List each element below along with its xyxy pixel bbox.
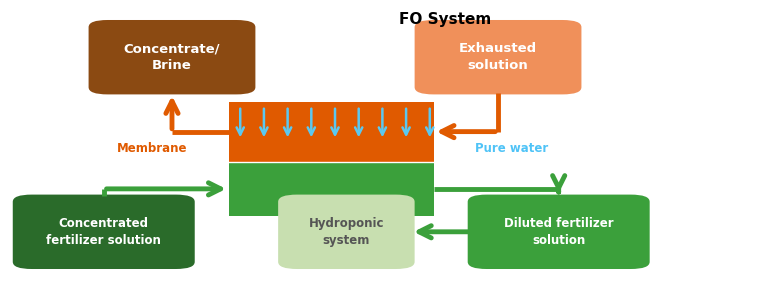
FancyBboxPatch shape bbox=[88, 20, 256, 95]
Text: Diluted fertilizer
solution: Diluted fertilizer solution bbox=[504, 217, 613, 247]
Text: Hydroponic
system: Hydroponic system bbox=[309, 217, 384, 247]
FancyBboxPatch shape bbox=[415, 20, 581, 95]
Text: Pure water: Pure water bbox=[476, 142, 549, 155]
Text: Concentrated
fertilizer solution: Concentrated fertilizer solution bbox=[46, 217, 161, 247]
Text: Concentrate/
Brine: Concentrate/ Brine bbox=[124, 42, 220, 72]
Bar bbox=[229, 162, 434, 216]
Text: FO System: FO System bbox=[399, 12, 491, 27]
Text: Membrane: Membrane bbox=[116, 142, 187, 155]
Bar bbox=[229, 101, 434, 162]
FancyBboxPatch shape bbox=[13, 194, 195, 269]
FancyBboxPatch shape bbox=[468, 194, 650, 269]
Text: Exhausted
solution: Exhausted solution bbox=[459, 42, 537, 72]
FancyBboxPatch shape bbox=[278, 194, 415, 269]
